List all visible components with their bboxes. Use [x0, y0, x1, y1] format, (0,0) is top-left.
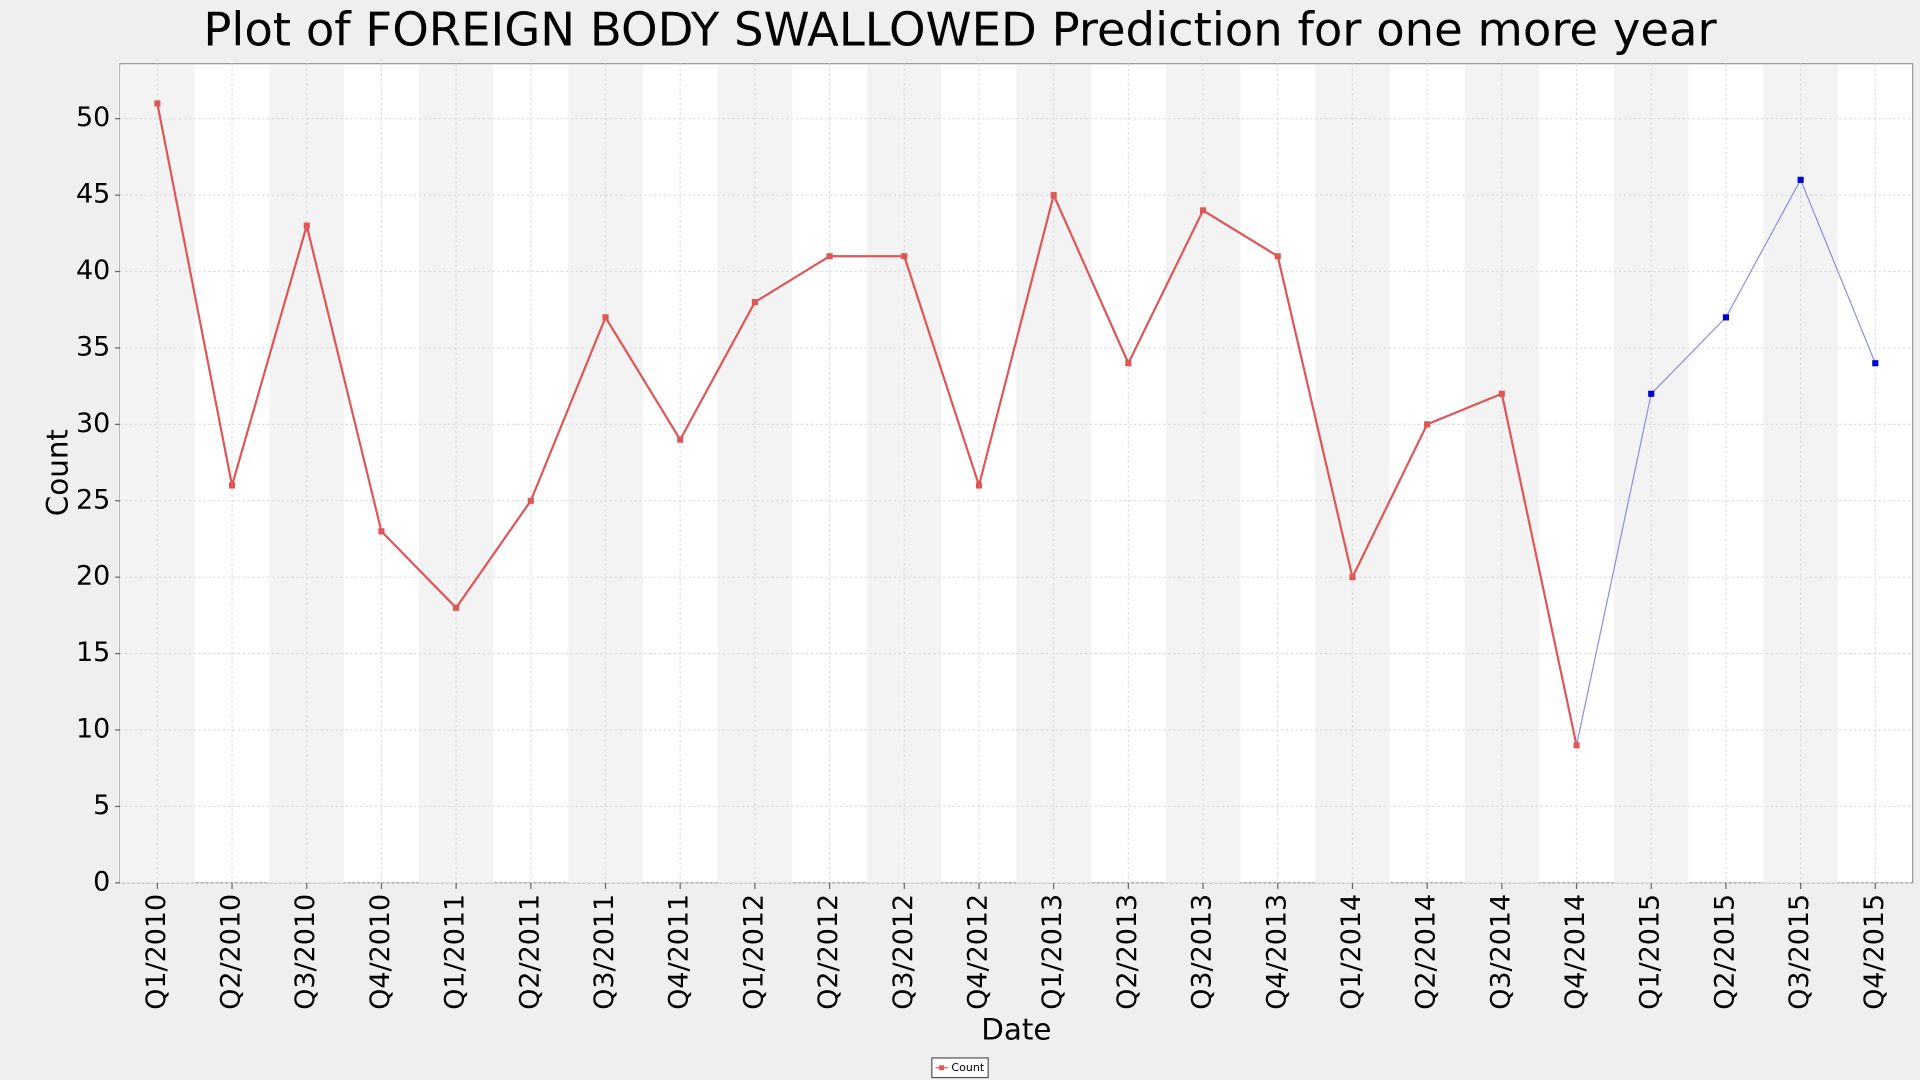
point — [1648, 390, 1655, 397]
x-tick-label: Q2/2015 — [1709, 894, 1740, 1010]
point — [378, 528, 385, 535]
point — [1872, 360, 1879, 367]
y-tick-label: 0 — [93, 866, 110, 897]
point — [1722, 314, 1729, 321]
legend-label: Count — [951, 1061, 984, 1074]
x-tick-label: Q2/2011 — [514, 894, 545, 1010]
point — [751, 299, 758, 306]
y-tick-label: 30 — [76, 408, 110, 439]
y-tick-label: 50 — [76, 102, 110, 133]
point — [154, 100, 161, 107]
point — [1573, 742, 1580, 749]
x-tick-label: Q3/2012 — [888, 894, 919, 1010]
point — [228, 482, 236, 489]
x-tick-label: Q2/2012 — [813, 894, 844, 1010]
point — [1274, 253, 1281, 260]
point — [975, 482, 983, 489]
x-tick-label: Q4/2012 — [962, 894, 993, 1010]
x-axis-label: Date — [981, 1013, 1051, 1047]
y-tick-label: 25 — [76, 484, 110, 515]
x-tick-label: Q4/2013 — [1261, 894, 1292, 1010]
x-tick-label: Q2/2013 — [1112, 894, 1143, 1010]
x-tick-label: Q4/2011 — [664, 894, 695, 1010]
x-tick-label: Q4/2014 — [1560, 894, 1591, 1010]
point — [527, 497, 534, 504]
point — [602, 314, 609, 321]
x-tick-label: Q3/2010 — [290, 894, 321, 1010]
x-tick-label: Q1/2011 — [440, 894, 471, 1010]
point — [453, 604, 460, 611]
x-tick-label: Q1/2014 — [1336, 894, 1367, 1010]
point — [826, 253, 833, 260]
x-tick-label: Q1/2012 — [738, 894, 769, 1010]
x-tick-label: Q1/2013 — [1037, 894, 1068, 1010]
y-tick-label: 15 — [76, 637, 110, 668]
point — [1200, 207, 1207, 214]
y-tick-label: 10 — [76, 714, 110, 745]
point — [901, 253, 908, 260]
x-tick-label: Q1/2015 — [1635, 894, 1666, 1010]
x-tick-label: Q4/2010 — [365, 894, 396, 1010]
x-tick-label: Q3/2015 — [1784, 894, 1815, 1010]
y-tick-label: 45 — [76, 179, 110, 210]
point — [1797, 176, 1804, 183]
x-tick-label: Q2/2014 — [1411, 894, 1442, 1010]
legend-box — [931, 1057, 989, 1079]
y-tick-label: 40 — [76, 255, 110, 286]
point — [1125, 360, 1132, 367]
x-tick-label: Q3/2013 — [1187, 894, 1218, 1010]
x-tick-label: Q2/2010 — [216, 894, 247, 1010]
series-line — [156, 103, 1578, 746]
y-tick-label: 35 — [76, 331, 110, 362]
x-tick-label: Q4/2015 — [1859, 894, 1890, 1010]
point — [303, 222, 310, 229]
point — [1424, 421, 1431, 428]
point — [1050, 192, 1057, 199]
y-axis-label: Count — [40, 429, 74, 516]
chart-title: Plot of FOREIGN BODY SWALLOWED Predictio… — [203, 3, 1717, 57]
y-tick-label: 20 — [76, 561, 110, 592]
legend-marker — [939, 1065, 945, 1071]
point — [677, 436, 684, 443]
point — [1498, 390, 1505, 397]
x-tick-label: Q3/2014 — [1485, 894, 1516, 1010]
y-tick-label: 5 — [93, 790, 110, 821]
point — [1349, 574, 1356, 581]
x-tick-label: Q3/2011 — [589, 894, 620, 1010]
x-tick-label: Q1/2010 — [141, 894, 172, 1010]
